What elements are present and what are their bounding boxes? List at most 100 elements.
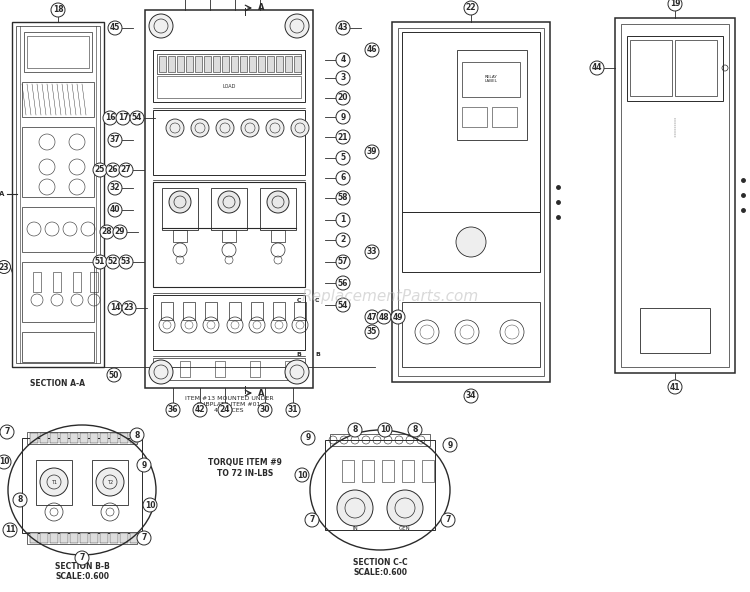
Text: A: A: [0, 191, 4, 197]
Bar: [90, 272, 98, 292]
Bar: [161, 302, 173, 320]
Bar: [153, 295, 305, 350]
Bar: [159, 56, 166, 72]
Text: 19: 19: [670, 0, 680, 8]
Circle shape: [40, 468, 68, 496]
Circle shape: [291, 119, 309, 137]
Circle shape: [108, 301, 122, 315]
Text: A: A: [258, 388, 265, 397]
Circle shape: [218, 403, 232, 417]
Text: 20: 20: [338, 94, 348, 102]
Text: 7: 7: [4, 427, 10, 436]
Bar: [153, 110, 305, 175]
Bar: [177, 56, 184, 72]
Text: 25: 25: [94, 166, 105, 175]
Bar: [70, 533, 78, 543]
Text: 14: 14: [110, 304, 120, 313]
Bar: [627, 36, 723, 101]
Text: 43: 43: [338, 24, 348, 33]
Circle shape: [336, 130, 350, 144]
Circle shape: [75, 551, 89, 565]
Circle shape: [408, 423, 422, 437]
Circle shape: [336, 110, 350, 124]
Bar: [30, 433, 38, 443]
Circle shape: [119, 255, 133, 269]
Circle shape: [218, 191, 240, 213]
Text: GEN: GEN: [399, 526, 411, 530]
Bar: [157, 76, 301, 98]
Bar: [60, 533, 68, 543]
Bar: [92, 460, 128, 505]
Bar: [362, 460, 374, 482]
Bar: [12, 22, 104, 367]
Text: 23: 23: [124, 304, 134, 313]
Bar: [294, 56, 301, 72]
Bar: [205, 302, 217, 320]
Circle shape: [103, 111, 117, 125]
Circle shape: [365, 145, 379, 159]
Bar: [249, 56, 256, 72]
Circle shape: [122, 301, 136, 315]
Bar: [180, 361, 190, 377]
Text: 41: 41: [670, 382, 680, 391]
Circle shape: [285, 360, 309, 384]
Circle shape: [113, 225, 127, 239]
Circle shape: [337, 490, 373, 526]
Bar: [258, 56, 265, 72]
Text: 54: 54: [338, 301, 348, 310]
Bar: [285, 56, 292, 72]
Text: 1: 1: [340, 215, 346, 224]
Bar: [260, 188, 296, 230]
Bar: [50, 533, 58, 543]
Text: 7: 7: [446, 516, 451, 525]
Text: 18: 18: [53, 5, 63, 14]
Circle shape: [149, 14, 173, 38]
Circle shape: [241, 119, 259, 137]
Bar: [130, 433, 138, 443]
Text: SECTION C-C
SCALE:0.600: SECTION C-C SCALE:0.600: [352, 558, 407, 577]
Circle shape: [143, 498, 157, 512]
Circle shape: [106, 163, 120, 177]
Text: LOAD: LOAD: [222, 85, 236, 89]
Text: 23: 23: [0, 262, 9, 272]
Text: 32: 32: [110, 184, 120, 192]
Text: 26: 26: [108, 166, 118, 175]
Bar: [130, 533, 138, 543]
Bar: [229, 302, 241, 320]
Text: 4: 4: [340, 56, 346, 65]
Text: 11: 11: [4, 526, 15, 535]
Text: 9: 9: [447, 440, 452, 449]
Circle shape: [285, 14, 309, 38]
Text: 9: 9: [305, 433, 310, 442]
Circle shape: [130, 111, 144, 125]
Circle shape: [96, 468, 124, 496]
Circle shape: [336, 213, 350, 227]
Text: 7: 7: [309, 516, 315, 525]
Bar: [183, 302, 195, 320]
Circle shape: [100, 225, 114, 239]
Text: 50: 50: [109, 371, 119, 379]
Text: 51: 51: [94, 258, 105, 266]
Bar: [53, 272, 61, 292]
Text: 17: 17: [118, 114, 128, 123]
Bar: [120, 533, 128, 543]
Text: B: B: [315, 352, 320, 358]
Text: 57: 57: [338, 258, 348, 266]
Circle shape: [258, 403, 272, 417]
Text: 5: 5: [340, 153, 346, 162]
Text: 3: 3: [340, 73, 346, 82]
Circle shape: [108, 203, 122, 217]
Circle shape: [377, 310, 391, 324]
Circle shape: [119, 163, 133, 177]
Bar: [22, 82, 94, 117]
Bar: [251, 302, 263, 320]
Bar: [80, 433, 88, 443]
Circle shape: [336, 151, 350, 165]
Bar: [145, 10, 313, 388]
Text: 7: 7: [80, 554, 85, 562]
Bar: [222, 56, 229, 72]
Circle shape: [93, 163, 107, 177]
Bar: [153, 358, 305, 380]
Circle shape: [130, 428, 144, 442]
Bar: [90, 433, 98, 443]
